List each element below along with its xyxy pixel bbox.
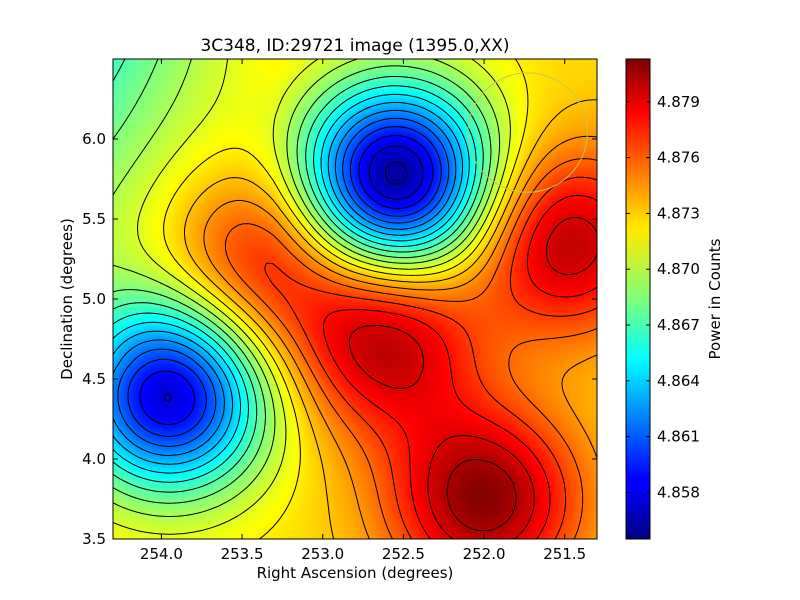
colorbar: 4.858 4.861 4.864 4.867 4.870 4.873 4.876 4.879 — [625, 58, 700, 540]
colorbar-tick-label: 4.876 — [657, 149, 700, 167]
contour-line — [113, 59, 492, 504]
colorbar-tick-label: 4.864 — [657, 372, 700, 390]
colorbar-tick-label: 4.873 — [657, 204, 700, 222]
contour-line — [348, 216, 597, 539]
colorbar-label: Power in Counts — [706, 238, 724, 359]
contour-line — [113, 93, 470, 474]
contour-line — [139, 135, 434, 426]
colorbar-tick-label: 4.861 — [657, 428, 700, 446]
heatmap-image — [113, 59, 597, 539]
colorbar-tick-label: 4.867 — [657, 316, 700, 334]
plot-area — [112, 58, 598, 540]
x-axis-label: Right Ascension (degrees) — [257, 564, 454, 582]
contour-line — [113, 59, 501, 517]
contour-line — [184, 99, 597, 539]
contour-line — [113, 85, 477, 483]
chart-title: 3C348, ID:29721 image (1395.0,XX) — [200, 36, 509, 56]
y-axis: 3.5 4.0 4.5 5.0 5.5 6.0 — [82, 130, 597, 548]
contour-line — [446, 459, 517, 532]
x-tick-label: 253.5 — [221, 545, 264, 563]
y-tick-label: 4.0 — [82, 450, 106, 468]
y-tick-label: 4.5 — [82, 370, 106, 388]
colorbar-tick-label: 4.879 — [657, 93, 700, 111]
contour-line — [117, 117, 450, 447]
contour-line — [113, 102, 463, 465]
colorbar-tick-label: 4.858 — [657, 483, 700, 501]
x-tick-label: 253.0 — [301, 545, 344, 563]
y-tick-label: 5.0 — [82, 290, 106, 308]
annotation-circle — [467, 72, 588, 193]
contour-line — [224, 158, 597, 539]
contour-line — [163, 145, 424, 402]
y-tick-label: 5.5 — [82, 210, 106, 228]
colorbar-tick-label: 4.870 — [657, 260, 700, 278]
contour-line — [127, 126, 442, 437]
x-tick-label: 252.0 — [463, 545, 506, 563]
x-tick-label: 251.5 — [543, 545, 586, 563]
contour-line — [113, 59, 484, 493]
colorbar-ticks: 4.858 4.861 4.864 4.867 4.870 4.873 4.876 4.879 — [626, 93, 700, 501]
contour-line — [384, 161, 408, 185]
y-tick-label: 3.5 — [82, 530, 106, 548]
y-axis-label: Declination (degrees) — [58, 218, 76, 380]
contour-line — [203, 135, 597, 539]
contour-line — [113, 109, 457, 456]
annotations — [467, 72, 588, 193]
x-tick-label: 252.5 — [382, 545, 425, 563]
contour-lines — [113, 59, 597, 539]
contour-line — [113, 59, 511, 535]
contour-line — [323, 194, 597, 539]
x-axis: 254.0 253.5 253.0 252.5 252.0 251.5 — [140, 59, 586, 563]
contour-line — [264, 176, 597, 539]
x-tick-label: 254.0 — [140, 545, 183, 563]
y-tick-label: 6.0 — [82, 130, 106, 148]
contour-line — [163, 59, 529, 539]
colorbar-gradient — [625, 58, 651, 540]
